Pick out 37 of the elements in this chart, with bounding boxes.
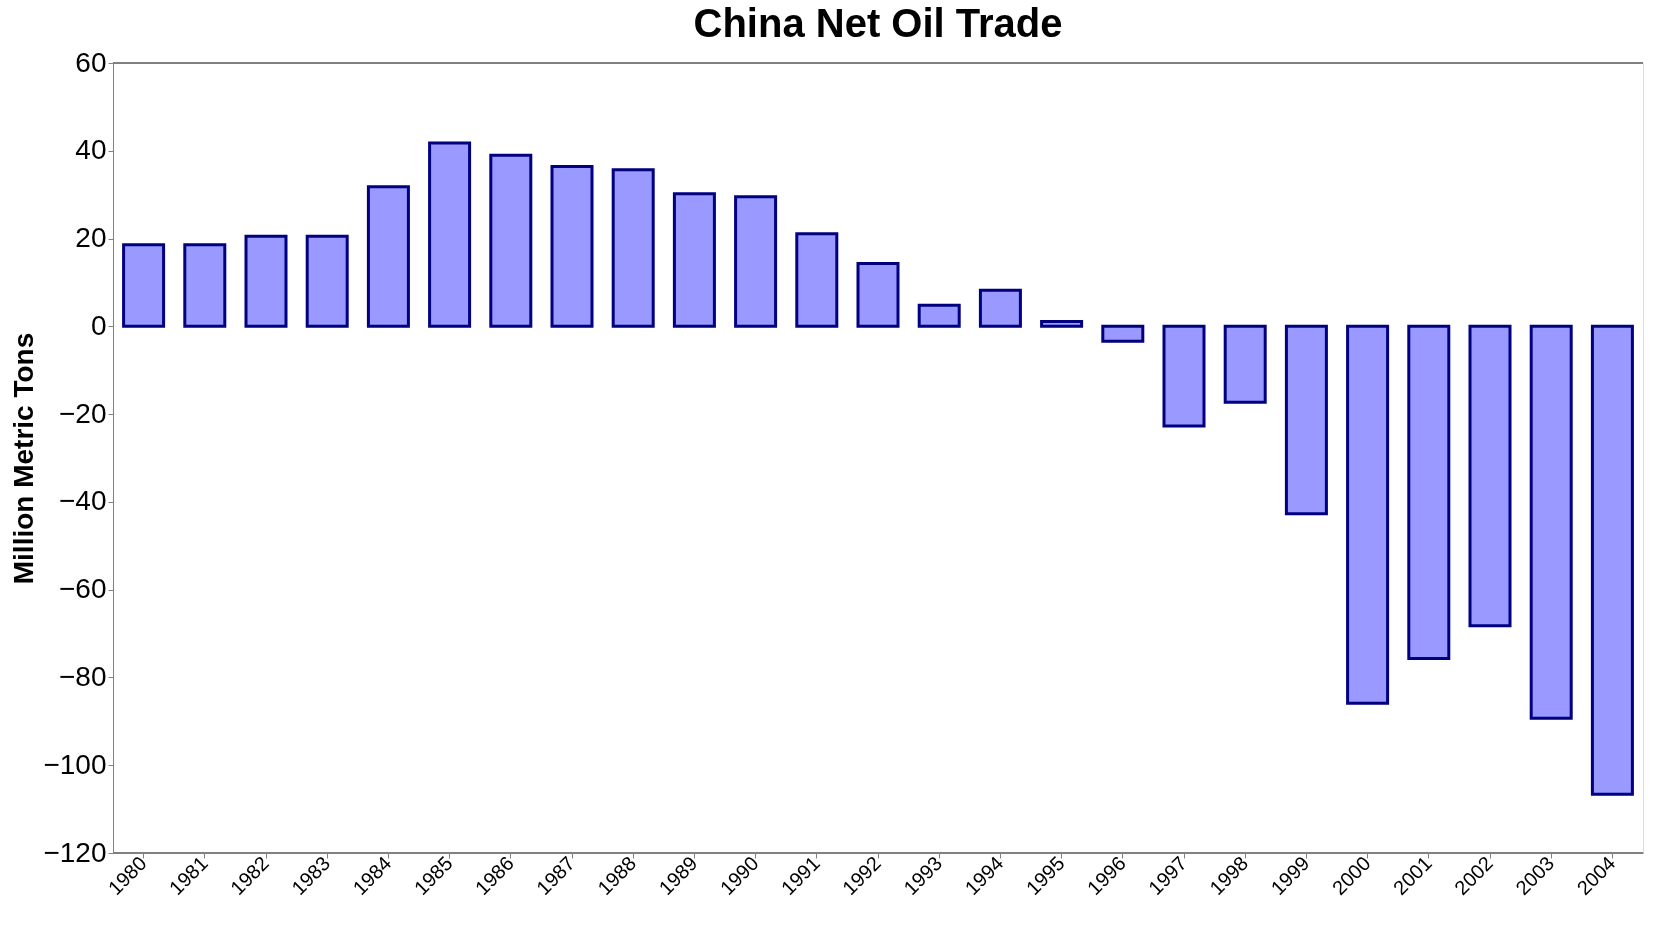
- bar: [734, 195, 778, 328]
- bar: [366, 185, 410, 328]
- bar: [1407, 324, 1451, 661]
- chart-title: China Net Oil Trade: [693, 1, 1063, 45]
- bar: [550, 165, 594, 328]
- bar: [856, 262, 900, 328]
- bar: [795, 232, 839, 328]
- bar: [672, 192, 716, 328]
- y-tick-label: −80: [59, 660, 107, 692]
- y-tick-label: 40: [75, 134, 107, 166]
- bar: [1162, 324, 1206, 428]
- y-tick-label: −100: [43, 748, 107, 780]
- bar: [978, 288, 1022, 328]
- bar: [1040, 320, 1084, 328]
- bar: [489, 153, 533, 328]
- bar: [917, 303, 961, 328]
- bar: [305, 234, 349, 328]
- y-tick-label: −60: [59, 573, 107, 605]
- bar: [1223, 324, 1267, 404]
- bar: [1346, 324, 1390, 705]
- bar: [122, 243, 166, 328]
- y-tick-label: 20: [75, 222, 107, 254]
- bar: [1590, 324, 1634, 796]
- y-tick-label: −40: [59, 485, 107, 517]
- y-tick-label: 60: [75, 46, 107, 78]
- bar: [183, 243, 227, 328]
- bar: [1468, 324, 1512, 628]
- bar: [1529, 324, 1573, 720]
- bar: [611, 168, 655, 328]
- y-tick-label: −20: [59, 397, 107, 429]
- y-tick-label: 0: [90, 309, 107, 341]
- bar: [244, 234, 288, 328]
- bar: [428, 141, 472, 328]
- bar: [1101, 324, 1145, 343]
- bar: [1284, 324, 1328, 516]
- y-tick-label: −120: [43, 836, 107, 868]
- y-axis-title: Million Metric Tons: [8, 332, 40, 585]
